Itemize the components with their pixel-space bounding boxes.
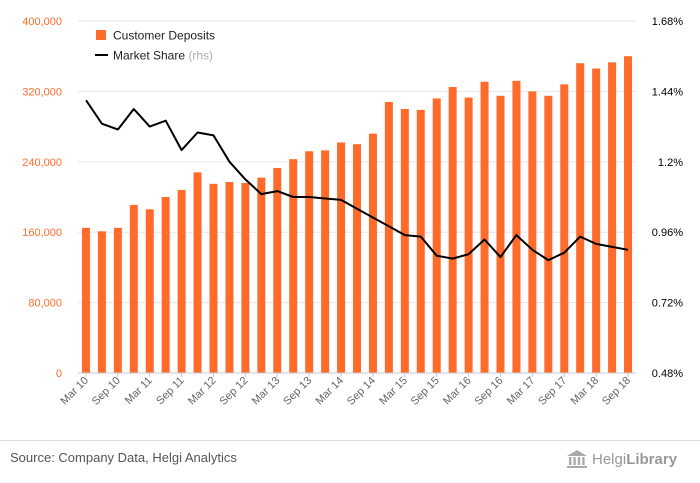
x-tick-label: Sep 10 <box>90 375 123 408</box>
deposit-bar <box>305 151 314 373</box>
deposit-bars <box>81 56 633 374</box>
x-tick-label: Sep 16 <box>472 375 505 408</box>
deposit-bar <box>480 81 489 373</box>
deposit-bar <box>241 182 250 373</box>
deposit-bar <box>145 209 154 373</box>
x-tick-label: Mar 16 <box>441 375 474 408</box>
y-right-tick-label: 0.72% <box>652 298 683 310</box>
x-tick-label: Mar 11 <box>123 375 155 407</box>
logo-text-bold: Library <box>626 450 678 468</box>
x-tick-label: Sep 14 <box>345 375 378 408</box>
x-tick-label: Sep 18 <box>600 375 633 408</box>
x-tick-label: Sep 13 <box>281 375 314 408</box>
logo-text-light: Helgi <box>592 450 627 468</box>
deposit-bar <box>129 204 138 373</box>
y-left-tick-label: 240,000 <box>22 157 62 169</box>
deposit-bar <box>337 142 346 373</box>
deposit-bar <box>432 98 441 373</box>
deposit-bar <box>544 95 553 374</box>
deposit-bar <box>384 101 393 374</box>
x-tick-label: Mar 12 <box>186 375 219 408</box>
y-right-tick-label: 0.48% <box>652 368 683 380</box>
deposit-bar <box>512 80 521 373</box>
deposits-market-share-chart: 0 0.48% 80,000 0.72% 160,000 0.96% 240,000 1.2%… <box>22 16 683 408</box>
deposit-bar <box>416 109 425 373</box>
deposit-bar <box>209 183 218 373</box>
deposit-bar <box>161 197 170 373</box>
x-tick-label: Sep 11 <box>154 375 187 408</box>
y-right-tick-label: 1.68% <box>652 16 683 28</box>
deposit-bar <box>448 87 457 373</box>
deposit-bar <box>289 159 298 373</box>
deposit-bar <box>273 167 282 373</box>
y-left-tick-label: 320,000 <box>22 86 62 98</box>
x-tick-label: Mar 18 <box>569 375 602 408</box>
deposit-bar <box>560 84 569 374</box>
y-left-tick-label: 0 <box>56 368 62 380</box>
y-left-tick-label: 400,000 <box>22 16 62 28</box>
legend-deposits-label: Customer Deposits <box>113 29 215 43</box>
x-tick-label: Mar 17 <box>505 375 538 408</box>
market-share-line <box>85 99 629 262</box>
market-share-line-layer <box>85 99 629 262</box>
deposit-bar <box>368 133 377 373</box>
x-tick-label: Mar 15 <box>377 375 410 408</box>
y-right-tick-label: 1.44% <box>652 86 683 98</box>
x-tick-label: Mar 10 <box>58 375 91 408</box>
svg-text:Market Share (rhs): Market Share (rhs) <box>113 49 213 63</box>
deposit-bar <box>624 56 633 373</box>
deposit-bar <box>496 95 505 374</box>
deposit-bar <box>257 177 266 373</box>
deposit-bar <box>81 227 90 373</box>
x-tick-label: Sep 12 <box>217 375 250 408</box>
legend-deposits-swatch <box>96 30 106 40</box>
library-building-icon <box>567 450 587 468</box>
deposit-bar <box>353 144 361 373</box>
x-tick-label: Mar 14 <box>313 375 346 408</box>
footer-divider <box>0 440 700 441</box>
legend-rhs-note: (rhs) <box>188 49 213 63</box>
y-left-tick-label: 80,000 <box>28 298 62 310</box>
deposit-bar <box>177 189 186 373</box>
legend-market-share-label: Market Share <box>113 49 185 63</box>
x-tick-label: Sep 17 <box>536 375 569 408</box>
deposit-bar <box>608 62 617 374</box>
deposit-bar <box>321 150 330 373</box>
deposit-bar <box>528 91 537 374</box>
deposit-bar <box>592 68 601 374</box>
source-note: Source: Company Data, Helgi Analytics <box>10 450 237 465</box>
y-right-tick-label: 1.2% <box>658 157 683 169</box>
deposit-bar <box>464 97 473 373</box>
x-tick-label: Sep 15 <box>409 375 442 408</box>
deposit-bar <box>400 109 409 373</box>
deposit-bar <box>97 231 106 373</box>
y-left-tick-label: 160,000 <box>22 227 62 239</box>
deposit-bar <box>576 63 585 374</box>
deposit-bar <box>193 172 202 373</box>
y-right-tick-label: 0.96% <box>652 227 683 239</box>
helgi-library-logo[interactable]: HelgiLibrary <box>566 447 677 471</box>
deposit-bar <box>113 227 122 373</box>
deposit-bar <box>225 182 234 373</box>
legend: Customer Deposits Market Share (rhs) <box>95 29 215 63</box>
x-tick-label: Mar 13 <box>250 375 283 408</box>
